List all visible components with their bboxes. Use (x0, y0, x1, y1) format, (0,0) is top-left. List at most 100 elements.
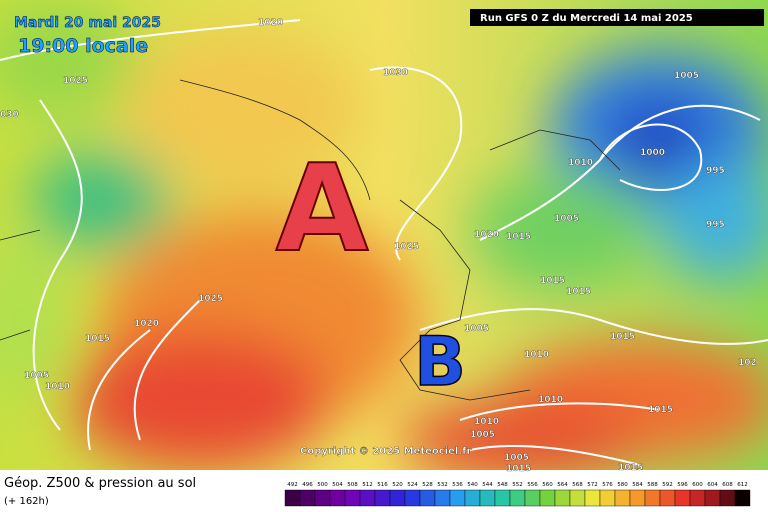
isobar-label: 1015 (506, 464, 531, 474)
colorbar-swatch (449, 489, 466, 507)
colorbar-swatch (494, 489, 511, 507)
isobar-label: 1025 (63, 76, 88, 86)
colorbar-label: 604 (707, 482, 718, 488)
isobar-label: 1005 (674, 71, 699, 81)
isobar-label: 1015 (540, 276, 565, 286)
isobar-label: 1015 (506, 232, 531, 242)
copyright: Copyright © 2025 Meteociel.fr (300, 446, 471, 457)
colorbar-label: 528 (422, 482, 433, 488)
valid-time: 19:00 locale (18, 35, 148, 57)
isobar-label: 1015 (566, 287, 591, 297)
colorbar-swatch (539, 489, 556, 507)
colorbar-swatch (614, 489, 631, 507)
colorbar-swatch (464, 489, 481, 507)
colorbar-swatch (389, 489, 406, 507)
isobar-label: 1015 (618, 463, 643, 473)
colorbar-swatch (599, 489, 616, 507)
footer-title: Géop. Z500 & pression au sol (4, 476, 196, 491)
colorbar-label: 588 (647, 482, 658, 488)
isobar-label: 1005 (470, 430, 495, 440)
isobar-label: 102 (738, 358, 757, 368)
colorbar-swatch (659, 489, 676, 507)
isobar-label: 030 (0, 110, 19, 120)
isobar-label: 1010 (524, 350, 549, 360)
colorbar-label: 556 (527, 482, 538, 488)
colorbar-label: 608 (722, 482, 733, 488)
colorbar-label: 572 (587, 482, 598, 488)
colorbar-swatch (329, 489, 346, 507)
colorbar-label: 600 (692, 482, 703, 488)
colorbar-swatch (374, 489, 391, 507)
isobar-label: 1010 (45, 382, 70, 392)
colorbar-label: 584 (632, 482, 643, 488)
colorbar-label: 544 (482, 482, 493, 488)
isobar-label: 1025 (198, 294, 223, 304)
isobar-label: 1020 (474, 230, 499, 240)
colorbar-swatch (554, 489, 571, 507)
colorbar-swatch (479, 489, 496, 507)
isobar-label: 1015 (610, 332, 635, 342)
colorbar-swatch (569, 489, 586, 507)
colorbar-label: 540 (467, 482, 478, 488)
colorbar-label: 568 (572, 482, 583, 488)
isobar-label: 1005 (24, 371, 49, 381)
low-center: B (414, 323, 466, 402)
colorbar-label: 576 (602, 482, 613, 488)
isobar-label: 1015 (85, 334, 110, 344)
colorbar-label: 596 (677, 482, 688, 488)
colorbar-swatch (719, 489, 736, 507)
colorbar-swatch (629, 489, 646, 507)
colorbar-swatch (704, 489, 721, 507)
isobar-label: 1020 (258, 18, 283, 28)
isobar-label: 1010 (568, 158, 593, 168)
colorbar-swatch (434, 489, 451, 507)
colorbar-label: 532 (437, 482, 448, 488)
colorbar-label: 520 (392, 482, 403, 488)
high-center: A (276, 140, 369, 279)
run-box (470, 9, 764, 26)
valid-date: Mardi 20 mai 2025 (14, 15, 161, 31)
colorbar-swatch (284, 489, 301, 507)
colorbar-label: 524 (407, 482, 418, 488)
colorbar: 492 496 500 504 508 512 516 520 524 528 532 536 540 5… (284, 482, 751, 507)
colorbar-swatch (524, 489, 541, 507)
colorbar-swatch (734, 489, 751, 507)
isobar-label: 1015 (648, 405, 673, 415)
colorbar-label: 564 (557, 482, 568, 488)
colorbar-swatch (314, 489, 331, 507)
colorbar-swatch (689, 489, 706, 507)
isobar-label: 1005 (464, 324, 489, 334)
isobar-label: 1005 (554, 214, 579, 224)
isobar-label: 1020 (134, 319, 159, 329)
colorbar-swatch (674, 489, 691, 507)
colorbar-swatch (584, 489, 601, 507)
coastlines (0, 79, 621, 401)
colorbar-label: 536 (452, 482, 463, 488)
colorbar-swatch (509, 489, 526, 507)
colorbar-label: 560 (542, 482, 553, 488)
colorbar-label: 516 (377, 482, 388, 488)
footer-lead: (+ 162h) (4, 496, 49, 507)
isobar-label: 1005 (504, 453, 529, 463)
isobar-label: 1010 (474, 417, 499, 427)
colorbar-swatch (359, 489, 376, 507)
isobar-label: 995 (706, 220, 725, 230)
colorbar-swatch (419, 489, 436, 507)
run-info: Run GFS 0 Z du Mercredi 14 mai 2025 (480, 13, 693, 24)
isobar-label: 1000 (640, 148, 665, 158)
colorbar-label: 492 (287, 482, 298, 488)
colorbar-swatch (404, 489, 421, 507)
colorbar-label: 496 (302, 482, 313, 488)
colorbar-label: 512 (362, 482, 373, 488)
colorbar-label: 504 (332, 482, 343, 488)
isobar-label: 1025 (394, 242, 419, 252)
colorbar-label: 548 (497, 482, 508, 488)
colorbar-label: 612 (737, 482, 748, 488)
isobar-label: 1010 (538, 395, 563, 405)
colorbar-swatch (644, 489, 661, 507)
colorbar-label: 592 (662, 482, 673, 488)
isobars (0, 19, 768, 466)
colorbar-label: 508 (347, 482, 358, 488)
